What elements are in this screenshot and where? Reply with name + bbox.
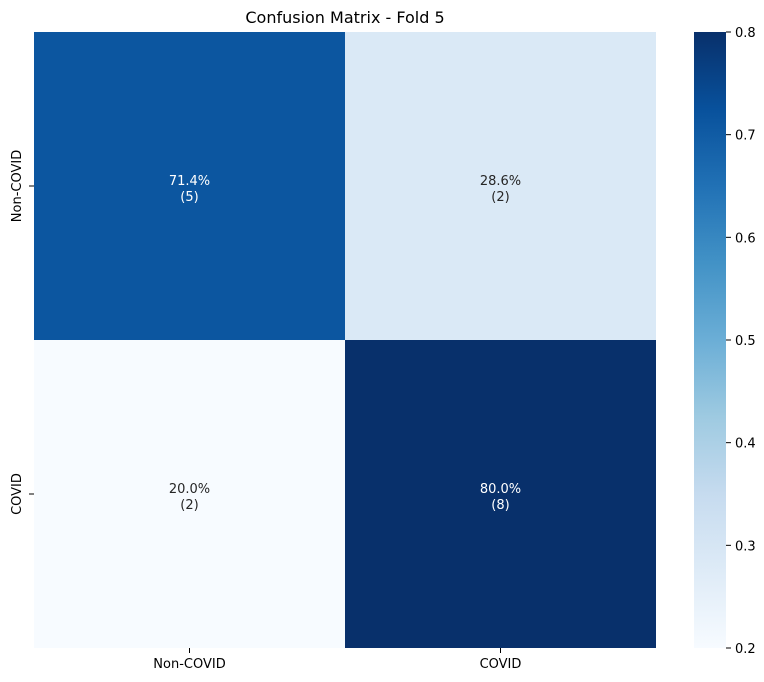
cell-count-label: (2) [180, 498, 198, 513]
cell-percent-label: 80.0% [480, 482, 521, 497]
colorbar-tick-label: 0.3 [735, 539, 756, 554]
x-tick-label: COVID [480, 657, 522, 672]
chart-title: Confusion Matrix - Fold 5 [245, 8, 444, 27]
heatmap-cell [34, 32, 345, 340]
cell-count-label: (5) [180, 190, 198, 205]
y-tick-label: COVID [10, 473, 25, 515]
colorbar-tick-label: 0.8 [735, 26, 756, 41]
cell-count-label: (2) [491, 190, 509, 205]
heatmap-cell [345, 340, 656, 648]
colorbar-tick-label: 0.5 [735, 334, 756, 349]
heatmap-cell [34, 340, 345, 648]
cell-count-label: (8) [491, 498, 509, 513]
cell-percent-label: 71.4% [169, 174, 210, 189]
colorbar-tick-label: 0.4 [735, 437, 756, 452]
heatmap-cell [345, 32, 656, 340]
x-tick-label: Non-COVID [153, 657, 225, 672]
colorbar-tick-label: 0.7 [735, 129, 756, 144]
colorbar-tick-label: 0.2 [735, 642, 756, 657]
colorbar [694, 32, 726, 648]
colorbar-tick-label: 0.6 [735, 231, 756, 246]
cell-percent-label: 28.6% [480, 174, 521, 189]
cell-percent-label: 20.0% [169, 482, 210, 497]
y-tick-label: Non-COVID [10, 150, 25, 222]
